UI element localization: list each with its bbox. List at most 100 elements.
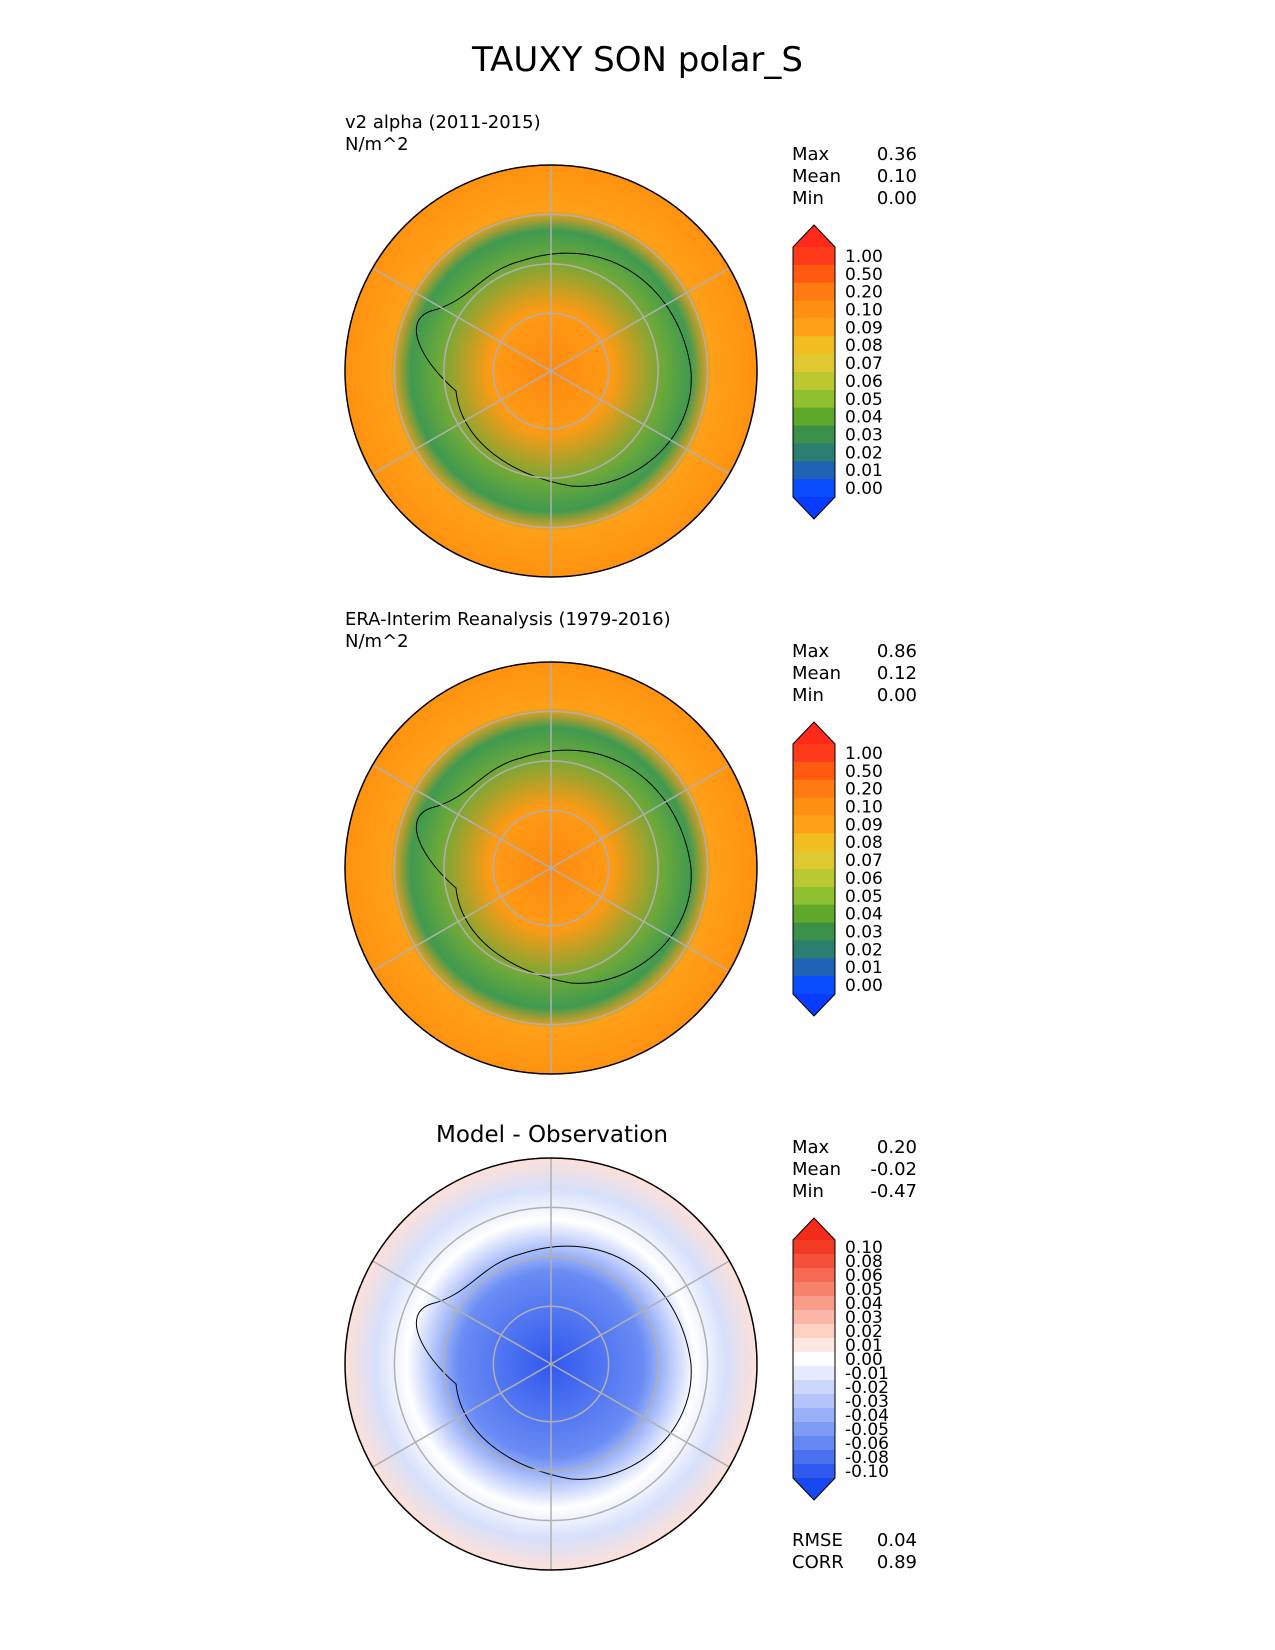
stat-min: Min -0.47 xyxy=(792,1181,917,1202)
meridian-line xyxy=(372,1363,552,1468)
colorbar-tick-label: 0.03 xyxy=(845,1308,883,1328)
colorbar-tick-label: -0.10 xyxy=(845,1462,889,1482)
meridian-line xyxy=(372,867,552,972)
panel1-units: N/m^2 xyxy=(345,134,409,155)
colorbar-segment xyxy=(793,904,835,924)
colorbar-tick-label: 0.01 xyxy=(845,461,883,481)
panel1-stats: Max 0.36 Mean 0.10 Min 0.00 xyxy=(792,144,917,210)
meridian-line xyxy=(550,764,730,869)
colorbar-3: 0.100.080.060.050.040.030.020.010.00-0.0… xyxy=(792,1217,889,1501)
colorbar-tick-label: 0.03 xyxy=(845,923,883,943)
colorbar-tick-label: 1.00 xyxy=(845,247,883,267)
panel2-stats: Max 0.86 Mean 0.12 Min 0.00 xyxy=(792,641,917,707)
colorbar-segment xyxy=(793,1282,835,1297)
colorbar-segment xyxy=(793,1240,835,1255)
colorbar-tick-label: 0.07 xyxy=(845,851,883,871)
colorbar-tick-label: -0.03 xyxy=(845,1392,889,1412)
colorbar-segment xyxy=(793,1338,835,1353)
colorbar-tick-label: 0.50 xyxy=(845,762,883,782)
colorbar-tick-label: -0.02 xyxy=(845,1378,889,1398)
map-observation xyxy=(344,661,758,1075)
colorbar-tick-label: 0.06 xyxy=(845,372,883,392)
colorbar-segment xyxy=(793,744,835,763)
colorbar-segment xyxy=(793,886,835,906)
colorbar-segment xyxy=(793,443,835,462)
colorbar-outline xyxy=(792,721,836,1017)
stat-max: Max 0.36 xyxy=(792,144,917,165)
colorbar-tick-label: 0.08 xyxy=(845,833,883,853)
panel1-title: v2 alpha (2011-2015) xyxy=(345,112,541,133)
colorbar-tick-label: 0.05 xyxy=(845,1280,883,1300)
stat-min: Min 0.00 xyxy=(792,685,917,706)
colorbar-segment xyxy=(793,922,835,941)
stat-max: Max 0.86 xyxy=(792,641,917,662)
panel3-title: Model - Observation xyxy=(435,1122,669,1148)
colorbar-extend-top xyxy=(793,722,835,744)
colorbar-tick-label: 0.06 xyxy=(845,1266,883,1286)
colorbar-tick-label: -0.04 xyxy=(845,1406,889,1426)
colorbar-extend-bottom xyxy=(793,1478,835,1500)
colorbar-segment xyxy=(793,1324,835,1339)
stat-max: Max 0.20 xyxy=(792,1137,917,1158)
colorbar-tick-label: 0.04 xyxy=(845,1294,883,1314)
panel2-title: ERA-Interim Reanalysis (1979-2016) xyxy=(345,609,671,630)
colorbar-tick-label: 0.01 xyxy=(845,958,883,978)
meridian-line xyxy=(372,1260,552,1365)
colorbar-extend-top xyxy=(793,1218,835,1240)
colorbar-segment xyxy=(793,336,835,355)
panel3-metrics: RMSE 0.04 CORR 0.89 xyxy=(792,1530,917,1574)
map-difference xyxy=(344,1157,758,1571)
colorbar-outline xyxy=(792,1217,836,1501)
colorbar-extend-top xyxy=(793,225,835,247)
colorbar-segment xyxy=(793,779,835,799)
colorbar-tick-label: 0.00 xyxy=(845,976,883,996)
colorbar-tick-label: 0.10 xyxy=(845,1238,883,1258)
colorbar-2: 1.000.500.200.100.090.080.070.060.050.04… xyxy=(792,721,883,1017)
metric-corr: CORR 0.89 xyxy=(792,1552,917,1573)
metric-rmse: RMSE 0.04 xyxy=(792,1530,917,1551)
colorbar-tick-label: 0.00 xyxy=(845,479,883,499)
colorbar-segment xyxy=(793,1254,835,1269)
colorbar-tick-label: 1.00 xyxy=(845,744,883,764)
meridian-line xyxy=(550,1260,730,1365)
colorbar-segment xyxy=(793,461,835,480)
colorbar-tick-label: 0.07 xyxy=(845,354,883,374)
colorbar-segment xyxy=(793,851,835,870)
colorbar-tick-label: 0.08 xyxy=(845,1252,883,1272)
colorbar-segment xyxy=(793,318,835,337)
colorbar-segment xyxy=(793,282,835,302)
meridian-line xyxy=(550,267,730,372)
colorbar-segment xyxy=(793,958,835,977)
colorbar-tick-label: 0.06 xyxy=(845,869,883,889)
colorbar-segment xyxy=(793,247,835,266)
meridian-line xyxy=(550,370,730,475)
colorbar-segment xyxy=(793,1352,835,1367)
stat-mean: Mean 0.12 xyxy=(792,663,917,684)
colorbar-segment xyxy=(793,1310,835,1325)
colorbar-tick-label: 0.20 xyxy=(845,780,883,800)
colorbar-tick-label: 0.02 xyxy=(845,443,883,463)
colorbar-segment xyxy=(793,761,835,781)
colorbar-tick-label: 0.04 xyxy=(845,408,883,428)
colorbar-segment xyxy=(793,1422,835,1437)
meridian-line xyxy=(550,1363,730,1468)
meridian-line xyxy=(372,370,552,475)
colorbar-segment xyxy=(793,264,835,284)
map-model xyxy=(344,164,758,578)
colorbar-segment xyxy=(793,300,835,319)
map-border xyxy=(344,1157,758,1571)
colorbar-1: 1.000.500.200.100.090.080.070.060.050.04… xyxy=(792,224,883,520)
colorbar-segment xyxy=(793,1408,835,1423)
panel2-units: N/m^2 xyxy=(345,631,409,652)
colorbar-tick-label: 0.02 xyxy=(845,940,883,960)
colorbar-tick-label: 0.10 xyxy=(845,301,883,321)
colorbar-segment xyxy=(793,1450,835,1465)
colorbar-segment xyxy=(793,425,835,444)
figure-title: TAUXY SON polar_S xyxy=(472,40,803,80)
colorbar-segment xyxy=(793,1366,835,1381)
colorbar-tick-label: -0.05 xyxy=(845,1420,889,1440)
colorbar-segment xyxy=(793,833,835,852)
colorbar-tick-label: 0.20 xyxy=(845,283,883,303)
colorbar-tick-label: 0.05 xyxy=(845,390,883,410)
